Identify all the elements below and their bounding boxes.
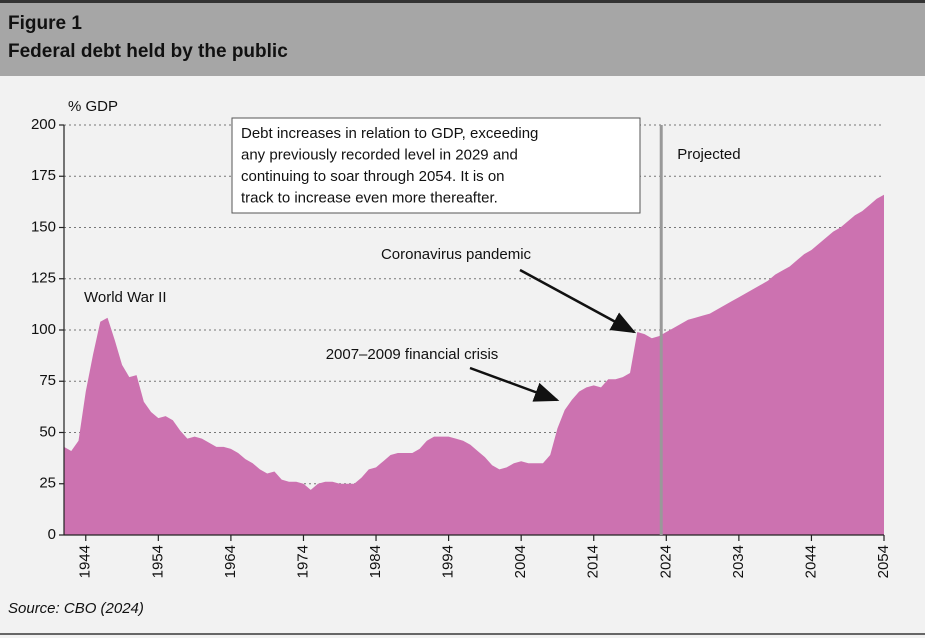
x-tick-label: 1974 bbox=[294, 545, 311, 578]
x-tick-label: 1944 bbox=[77, 545, 94, 578]
note-line: track to increase even more thereafter. bbox=[241, 189, 498, 206]
y-tick-label: 75 bbox=[39, 372, 56, 389]
figure-label: Figure 1 bbox=[8, 13, 82, 34]
projection-label: Projected bbox=[677, 146, 740, 163]
arrow bbox=[469, 366, 560, 402]
x-tick-label: 1994 bbox=[440, 545, 457, 578]
y-tick-label: 100 bbox=[31, 321, 56, 338]
x-tick-label: 1984 bbox=[367, 545, 384, 578]
x-tick-label: 1964 bbox=[222, 545, 239, 578]
plot: 0 25 50 75 100 125 150 175 200 1944 1954 1964 1974 19… bbox=[31, 116, 892, 578]
y-tick-label: 0 bbox=[48, 526, 56, 543]
arrow bbox=[519, 268, 637, 334]
y-tick-label: 25 bbox=[39, 475, 56, 492]
note-line: continuing to soar through 2054. It is o… bbox=[241, 168, 505, 185]
x-tick-label: 2004 bbox=[512, 545, 529, 578]
y-tick-label: 175 bbox=[31, 167, 56, 184]
x-tick-label: 2044 bbox=[802, 545, 819, 578]
y-axis-label: % GDP bbox=[68, 98, 118, 115]
header bbox=[0, 0, 925, 76]
x-tick-label: 2024 bbox=[657, 545, 674, 578]
note-line: any previously recorded level in 2029 an… bbox=[241, 146, 518, 163]
y-tick-label: 200 bbox=[31, 116, 56, 133]
annotation: 2007–2009 financial crisis bbox=[326, 346, 499, 363]
x-tick-label: 2014 bbox=[585, 545, 602, 578]
y-tick-label: 50 bbox=[39, 423, 56, 440]
y-tick-label: 125 bbox=[31, 270, 56, 287]
annotation: Coronavirus pandemic bbox=[381, 246, 532, 263]
x-tick-label: 2054 bbox=[875, 545, 892, 578]
x-tick-label: 1954 bbox=[149, 545, 166, 578]
annotation: World War II bbox=[84, 289, 167, 306]
chart-title: Federal debt held by the public bbox=[8, 41, 288, 62]
source: Source: CBO (2024) bbox=[8, 600, 144, 617]
x-tick-label: 2034 bbox=[730, 545, 747, 578]
note-line: Debt increases in relation to GDP, excee… bbox=[241, 125, 538, 142]
y-tick-label: 150 bbox=[31, 218, 56, 235]
area bbox=[64, 194, 884, 535]
note-box bbox=[231, 117, 641, 214]
